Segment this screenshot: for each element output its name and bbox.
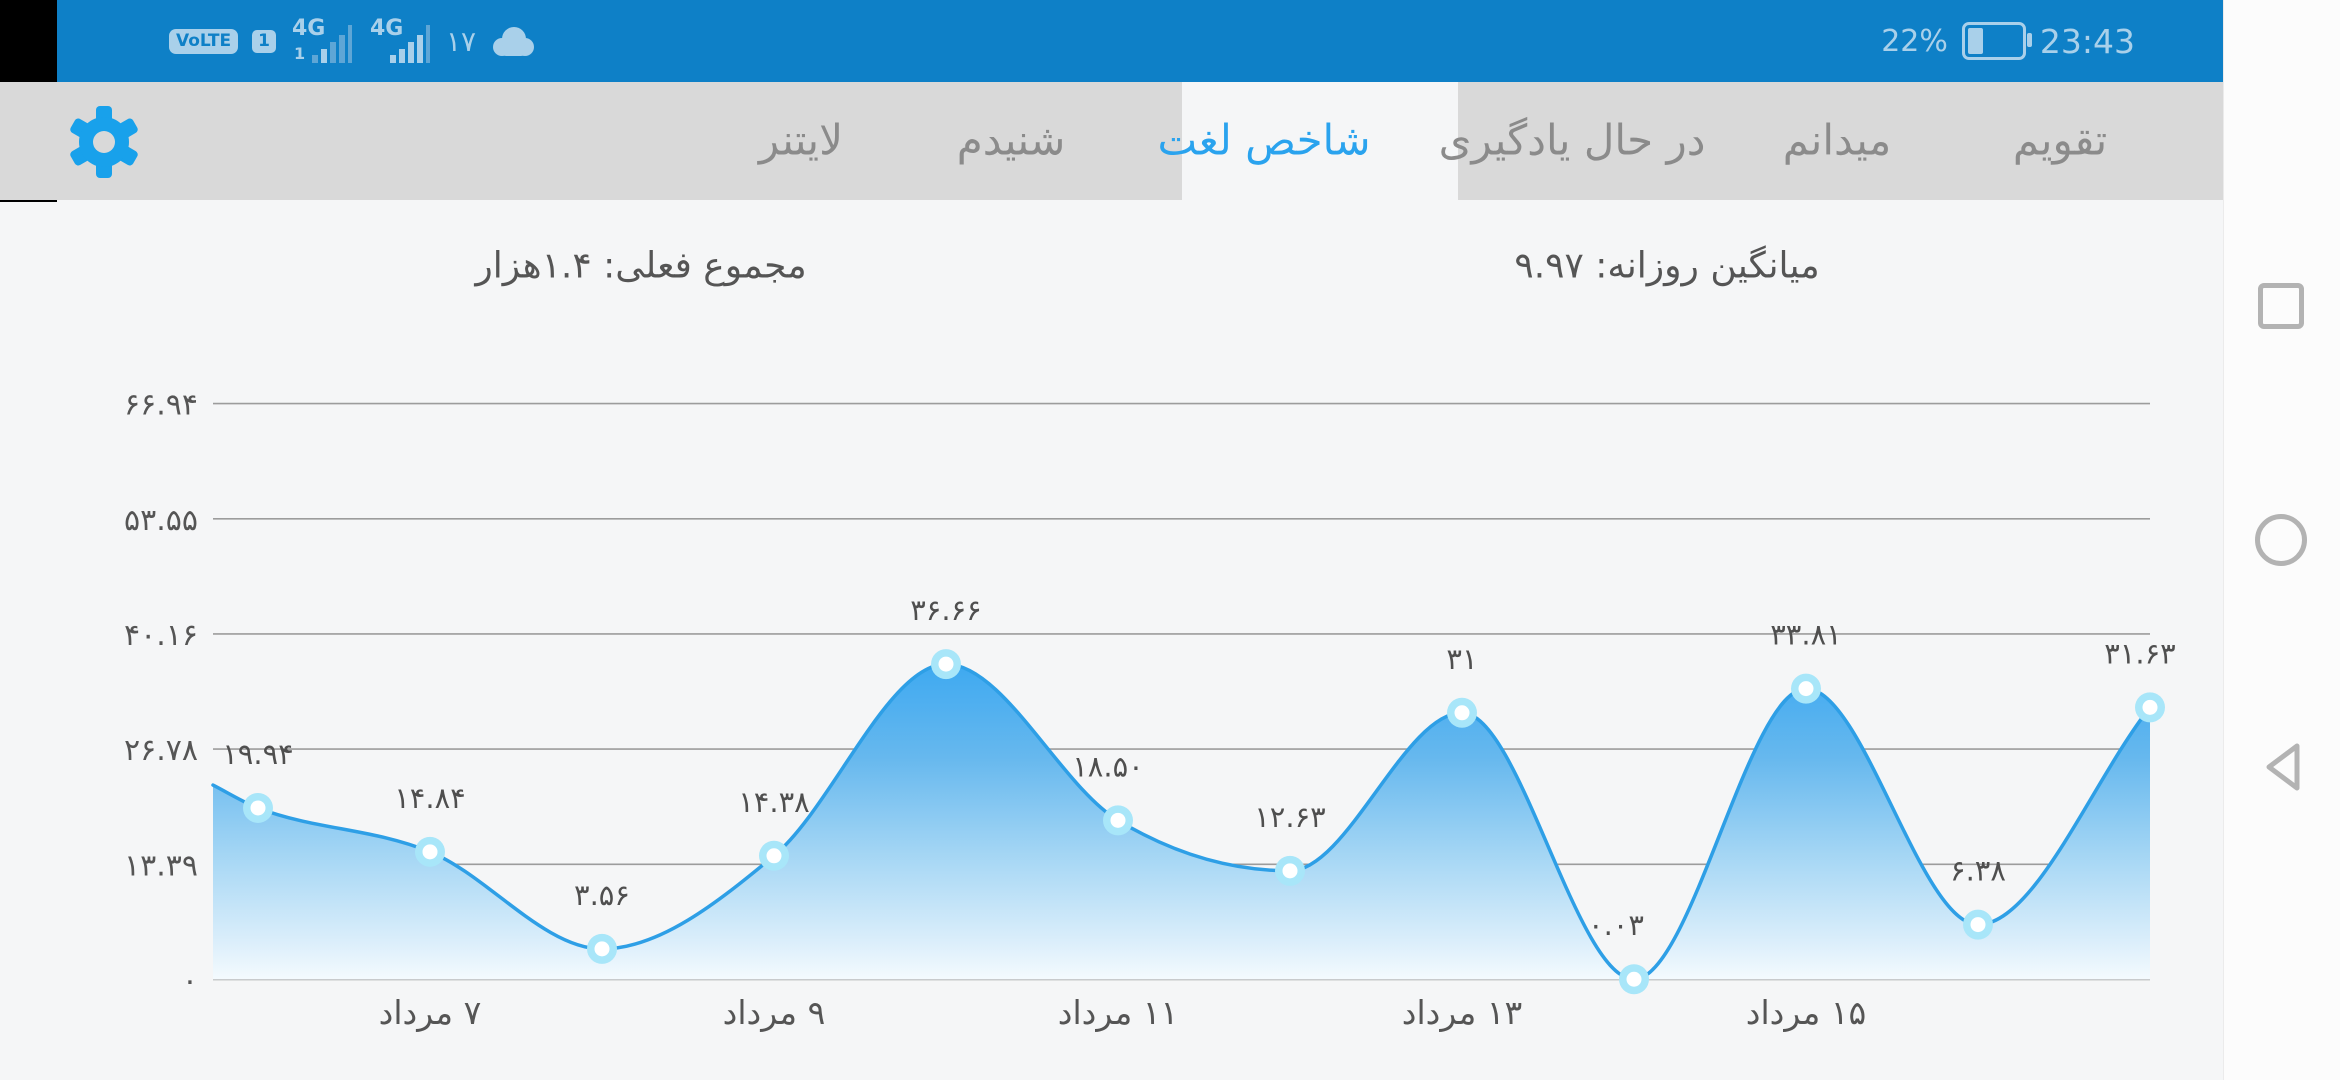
y-axis-tick-label: ۶۶.۹۴ [124, 388, 198, 423]
data-point-value-label: ۳۳.۸۱ [1770, 618, 1842, 652]
settings-gear-icon[interactable] [66, 104, 142, 180]
network-type-label: 4G [370, 16, 403, 41]
x-axis-tick-label: ۱۳ مرداد [1402, 993, 1522, 1032]
network-type-label: 4G [292, 16, 325, 41]
data-point-center [1970, 917, 1986, 933]
weather-cloud-icon [493, 27, 535, 56]
data-point-center [1110, 812, 1126, 828]
android-nav-bar [2223, 0, 2340, 1080]
data-point-value-label: ۰.۰۳ [1588, 908, 1644, 942]
data-point-value-label: ۱۹.۹۴ [222, 737, 294, 771]
home-circle-icon[interactable] [2255, 514, 2307, 566]
clock-text: 23:43 [2039, 21, 2135, 61]
area-fill [213, 664, 2150, 980]
x-axis-tick-label: ۱۵ مرداد [1746, 993, 1866, 1032]
data-point-value-label: ۱۸.۵۰ [1072, 749, 1144, 783]
y-axis-tick-label: ۰ [182, 964, 198, 999]
volte-icon: VoLTE [169, 28, 239, 54]
y-axis-tick-label: ۲۶.۷۸ [124, 733, 198, 768]
x-axis-tick-label: ۹ مرداد [723, 993, 826, 1032]
data-point-center [1626, 971, 1642, 987]
data-point-value-label: ۳۱ [1446, 642, 1477, 676]
data-point-center [2142, 699, 2158, 715]
data-point-center [1798, 681, 1814, 697]
data-point-value-label: ۱۲.۶۳ [1254, 800, 1326, 834]
tab-word-index[interactable]: شاخص لغت [1157, 115, 1371, 165]
tab-bar: تقویم میدانم در حال یادگیری شاخص لغت شنی… [0, 82, 2223, 200]
data-point-center [594, 941, 610, 957]
data-point-center [766, 848, 782, 864]
svg-text:1: 1 [294, 44, 305, 63]
tab-learning[interactable]: در حال یادگیری [1438, 115, 1706, 165]
data-point-value-label: ۶.۳۸ [1950, 854, 2006, 888]
status-bar-left-icons: VoLTE 1 4G 1 4G ۱۷ [169, 0, 536, 82]
notification-count: ۱۷ [445, 24, 477, 58]
tab-i-know[interactable]: میدانم [1782, 115, 1892, 165]
battery-icon [1961, 22, 2032, 60]
data-point-value-label: ۱۴.۸۴ [394, 781, 466, 815]
current-total-stat: مجموع فعلی: ۱.۴هزار [475, 245, 807, 287]
data-point-center [1454, 705, 1470, 721]
tab-leitner[interactable]: لایتنر [758, 115, 844, 165]
data-point-center [1282, 863, 1298, 879]
x-axis-tick-label: ۷ مرداد [379, 993, 482, 1032]
data-point-center [250, 800, 266, 816]
vocabulary-index-area-chart: ۰ ۱۳.۳۹ ۲۶.۷۸ ۴۰.۱۶ ۵۳.۵۵ ۶۶.۹۴ ۱۹.۹۴ ۱۴.۸۴ ۳.۵۶… [124, 388, 2176, 1032]
battery-percent-text: 22% [1881, 23, 1948, 59]
data-point-center [422, 844, 438, 860]
x-axis-tick-label: ۱۱ مرداد [1058, 993, 1178, 1032]
daily-average-stat: میانگین روزانه: ۹.۹۷ [1514, 245, 1820, 287]
sim1-icon: 1 [252, 29, 276, 53]
back-triangle-icon[interactable] [2257, 738, 2307, 796]
tab-calendar[interactable]: تقویم [2012, 115, 2108, 165]
recents-square-icon[interactable] [2258, 283, 2304, 329]
data-point-value-label: ۳۱.۶۳ [2104, 636, 2176, 670]
y-axis-tick-label: ۱۳.۳۹ [124, 848, 198, 883]
data-point-center [938, 656, 954, 672]
signal-strength-icon-sim1: 4G 1 [292, 16, 352, 63]
data-point-value-label: ۳.۵۶ [574, 878, 630, 912]
signal-strength-icon-sim2: 4G [370, 16, 430, 63]
trend-line [211, 662, 2152, 981]
y-axis-tick-label: ۵۳.۵۵ [124, 503, 198, 538]
selected-tab-highlight [1182, 82, 1458, 200]
y-axis-tick-label: ۴۰.۱۶ [124, 618, 198, 653]
status-bar-right-icons: 22% 23:43 [1881, 0, 2135, 82]
status-bar: VoLTE 1 4G 1 4G ۱۷ [57, 0, 2223, 82]
data-point-value-label: ۳۶.۶۶ [910, 593, 982, 627]
data-point-value-label: ۱۴.۳۸ [738, 785, 810, 819]
tab-heard[interactable]: شنیدم [956, 115, 1066, 165]
